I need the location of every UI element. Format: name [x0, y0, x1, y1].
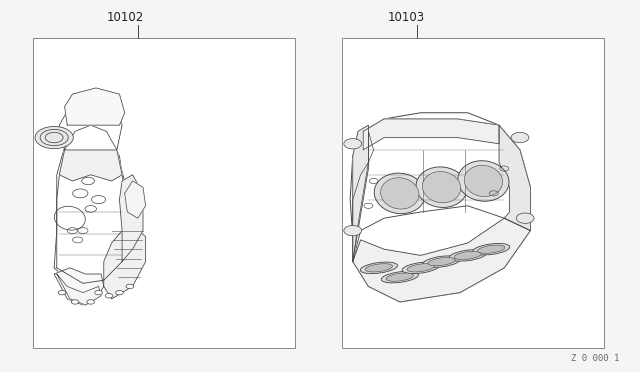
Ellipse shape: [477, 245, 505, 253]
Circle shape: [105, 294, 113, 298]
Ellipse shape: [386, 273, 413, 281]
Circle shape: [35, 126, 73, 149]
Ellipse shape: [381, 178, 419, 209]
Text: 10102: 10102: [107, 10, 144, 23]
Ellipse shape: [472, 243, 510, 255]
Bar: [33, 38, 294, 349]
Polygon shape: [65, 88, 125, 125]
Text: Z 0 000 1: Z 0 000 1: [571, 354, 620, 363]
Circle shape: [126, 284, 134, 289]
Polygon shape: [353, 125, 369, 262]
Ellipse shape: [423, 256, 460, 267]
Polygon shape: [353, 218, 531, 302]
Bar: [342, 38, 604, 349]
Circle shape: [516, 213, 534, 223]
Ellipse shape: [454, 251, 481, 260]
Circle shape: [344, 139, 362, 149]
Ellipse shape: [449, 250, 486, 261]
Polygon shape: [350, 113, 531, 302]
Ellipse shape: [407, 264, 435, 272]
Ellipse shape: [422, 171, 461, 203]
Text: 10103: 10103: [387, 10, 424, 23]
Ellipse shape: [458, 161, 509, 201]
Ellipse shape: [374, 173, 426, 214]
Polygon shape: [57, 274, 101, 305]
Polygon shape: [57, 125, 127, 283]
Ellipse shape: [416, 167, 467, 208]
Polygon shape: [499, 125, 531, 231]
Ellipse shape: [381, 271, 419, 283]
Circle shape: [344, 225, 362, 236]
Ellipse shape: [360, 262, 397, 273]
Ellipse shape: [428, 257, 455, 266]
Polygon shape: [54, 268, 104, 305]
Ellipse shape: [402, 262, 439, 273]
Polygon shape: [60, 100, 122, 150]
Polygon shape: [364, 119, 499, 150]
Circle shape: [87, 300, 95, 304]
Circle shape: [116, 291, 124, 295]
Circle shape: [95, 291, 102, 295]
Polygon shape: [104, 224, 145, 299]
Polygon shape: [353, 119, 531, 262]
Polygon shape: [125, 181, 145, 218]
Ellipse shape: [365, 264, 392, 272]
Circle shape: [71, 300, 79, 304]
Ellipse shape: [464, 165, 502, 197]
Polygon shape: [60, 125, 122, 181]
Polygon shape: [120, 175, 143, 262]
Polygon shape: [54, 125, 132, 286]
Circle shape: [58, 291, 66, 295]
Circle shape: [511, 132, 529, 143]
